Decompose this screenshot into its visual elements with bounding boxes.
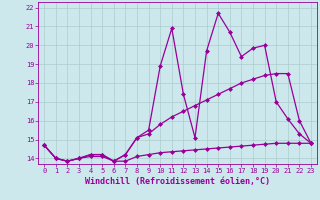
X-axis label: Windchill (Refroidissement éolien,°C): Windchill (Refroidissement éolien,°C) <box>85 177 270 186</box>
